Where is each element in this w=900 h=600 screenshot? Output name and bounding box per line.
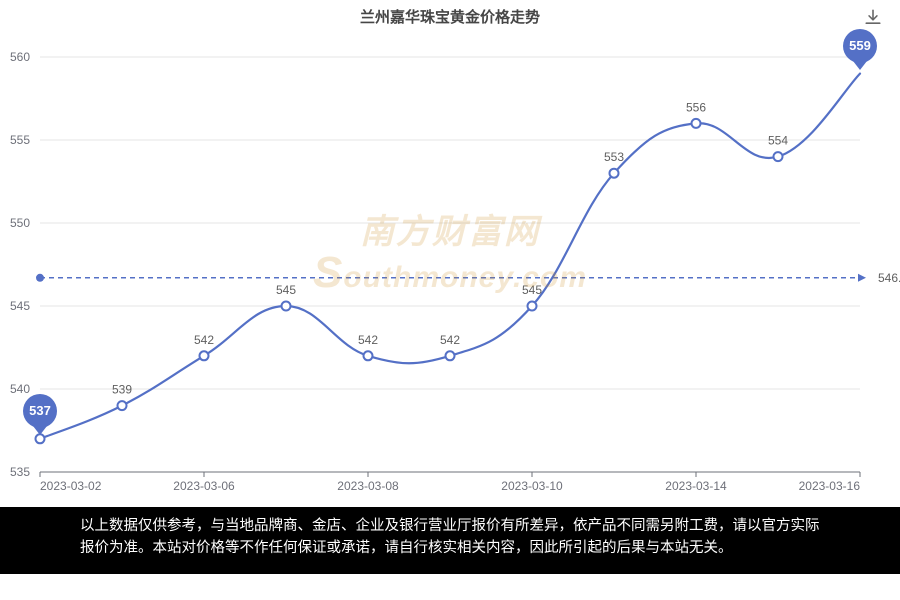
svg-text:553: 553: [604, 150, 624, 164]
line-chart-svg: 535 540 545 550 555 560 2023-03-02 2023-03-06 20…: [0, 27, 900, 507]
svg-text:555: 555: [10, 133, 30, 147]
svg-text:554: 554: [768, 134, 788, 148]
chart-area: 535 540 545 550 555 560 2023-03-02 2023-03-06 20…: [0, 27, 900, 507]
svg-text:545: 545: [10, 299, 30, 313]
svg-text:2023-03-02: 2023-03-02: [40, 479, 102, 493]
svg-text:542: 542: [194, 333, 214, 347]
svg-text:550: 550: [10, 216, 30, 230]
svg-text:542: 542: [358, 333, 378, 347]
svg-text:546.7: 546.7: [878, 271, 900, 285]
svg-text:556: 556: [686, 100, 706, 114]
svg-text:2023-03-08: 2023-03-08: [337, 479, 399, 493]
svg-text:542: 542: [440, 333, 460, 347]
svg-text:2023-03-06: 2023-03-06: [173, 479, 235, 493]
svg-text:545: 545: [276, 283, 296, 297]
svg-text:545: 545: [522, 283, 542, 297]
svg-text:539: 539: [112, 383, 132, 397]
svg-text:2023-03-16: 2023-03-16: [799, 479, 861, 493]
svg-text:2023-03-14: 2023-03-14: [665, 479, 727, 493]
svg-text:560: 560: [10, 50, 30, 64]
chart-title: 兰州嘉华珠宝黄金价格走势: [0, 0, 900, 27]
svg-text:540: 540: [10, 382, 30, 396]
svg-text:535: 535: [10, 465, 30, 479]
svg-text:2023-03-10: 2023-03-10: [501, 479, 563, 493]
disclaimer-text: 以上数据仅供参考，与当地品牌商、金店、企业及银行营业厅报价有所差异，依产品不同需…: [0, 507, 900, 574]
